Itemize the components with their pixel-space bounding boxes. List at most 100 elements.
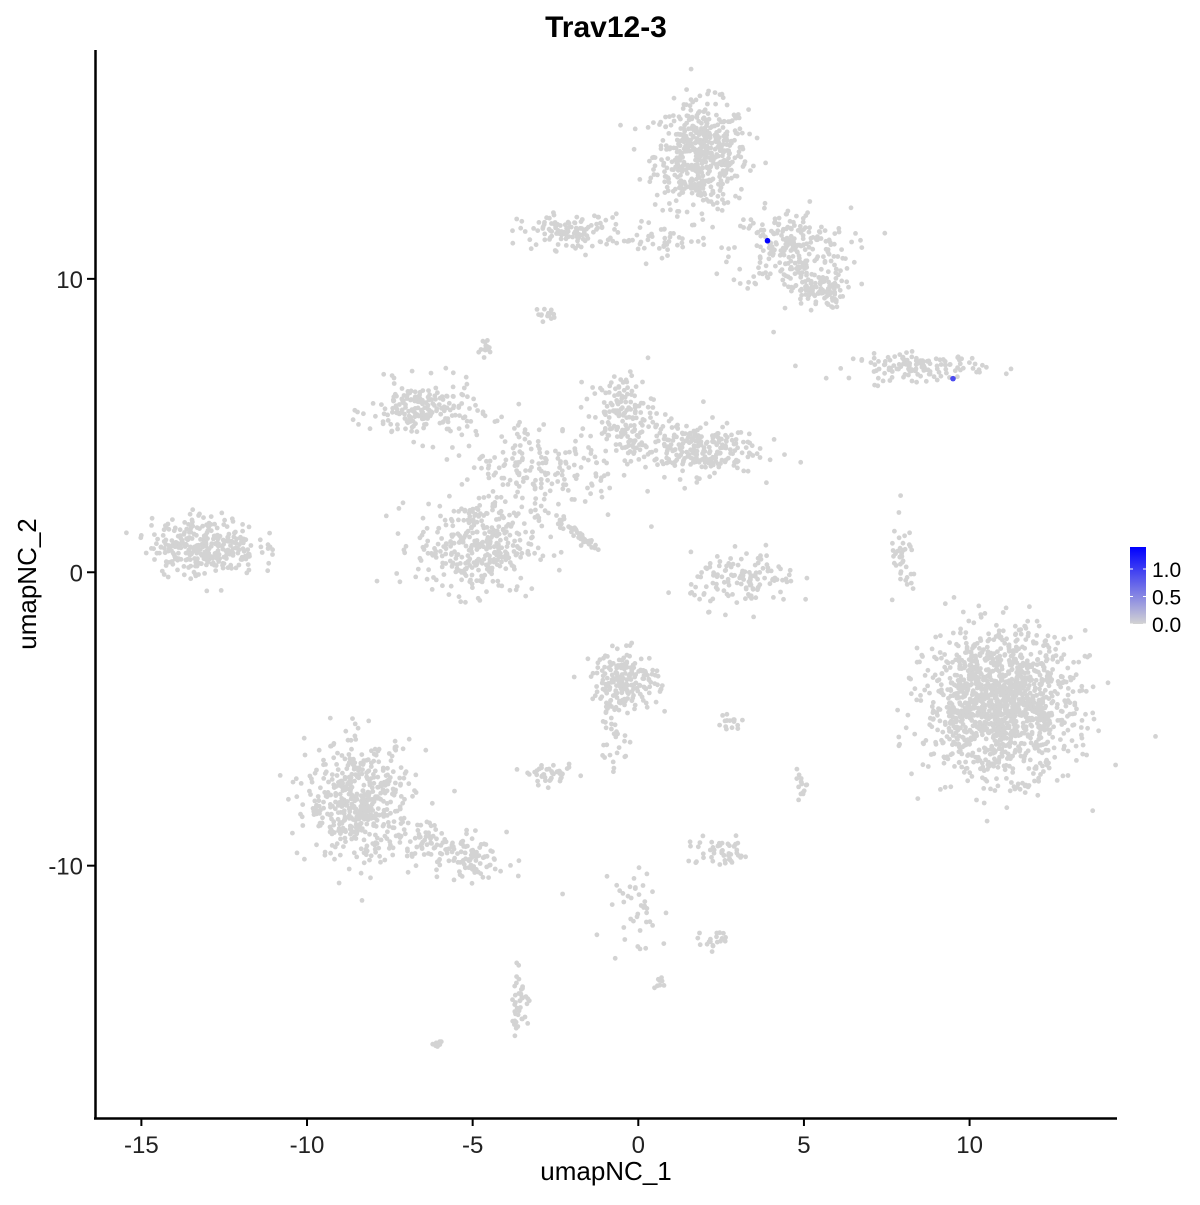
cell-point [622, 394, 628, 400]
cell-point [984, 818, 990, 824]
cell-point [995, 707, 1001, 713]
cell-point [719, 208, 725, 213]
cell-point [680, 461, 685, 467]
cell-point [601, 473, 607, 479]
cell-point [1024, 661, 1030, 667]
cell-point [514, 431, 520, 437]
cell-point [321, 799, 326, 805]
cell-point [1080, 751, 1086, 757]
cell-point [666, 131, 672, 136]
cell-point [726, 254, 731, 260]
cell-point [501, 554, 507, 560]
cell-point [997, 685, 1003, 691]
cell-point [771, 595, 776, 600]
cell-point [468, 419, 474, 424]
cell-point [688, 183, 694, 188]
cell-point [970, 366, 976, 371]
cell-point [757, 270, 762, 276]
cell-point [450, 370, 456, 376]
cell-point [1036, 733, 1042, 738]
cell-point [977, 719, 983, 725]
cell-point [213, 568, 219, 573]
cell-point [730, 592, 735, 597]
cell-point [413, 574, 419, 580]
cell-point [499, 414, 504, 420]
cell-point [981, 800, 987, 806]
cell-point [1012, 740, 1018, 746]
cell-point [617, 442, 623, 447]
cell-point [333, 799, 338, 805]
cell-point [935, 727, 940, 733]
cell-point [680, 244, 686, 250]
cell-point [429, 551, 434, 556]
cell-point [720, 181, 725, 187]
cell-point [631, 445, 636, 450]
cell-point [625, 434, 630, 439]
cell-point [656, 246, 662, 251]
cell-point [689, 190, 695, 196]
cell-point [412, 851, 418, 856]
cell-point [925, 667, 931, 673]
cell-point [286, 796, 291, 802]
cell-point [720, 153, 725, 159]
cell-point [391, 825, 397, 831]
cell-point [690, 147, 696, 153]
cell-point [850, 356, 856, 362]
cell-point [607, 485, 613, 491]
cell-point [927, 690, 932, 696]
cell-point [988, 728, 994, 734]
cell-point [695, 239, 701, 244]
cell-point [554, 231, 559, 236]
cell-point [710, 188, 716, 194]
cell-point [833, 297, 839, 303]
cell-point [897, 352, 903, 357]
cell-point [155, 536, 161, 542]
cell-point [623, 399, 629, 405]
cell-point [910, 586, 916, 591]
cell-point [652, 163, 658, 169]
cell-point [672, 172, 678, 178]
cell-point [383, 773, 389, 778]
cell-point [832, 262, 837, 268]
cell-point [789, 266, 795, 272]
cell-point [511, 451, 517, 456]
cell-point [1018, 701, 1024, 706]
cell-point [739, 186, 744, 192]
cell-point [871, 355, 877, 361]
cell-point [1034, 662, 1040, 668]
cell-point [1034, 692, 1039, 698]
cell-point [751, 220, 756, 226]
cell-point [1096, 728, 1101, 734]
cell-point [997, 737, 1003, 742]
cell-point [459, 554, 465, 560]
cell-point [977, 636, 983, 641]
cell-point [844, 279, 850, 285]
cell-point [389, 428, 395, 434]
cell-point [966, 702, 972, 707]
cell-point [817, 229, 823, 235]
cell-point [588, 491, 593, 497]
cell-point [143, 550, 149, 556]
cell-point [821, 254, 826, 260]
cell-point [663, 114, 668, 120]
cell-point [1000, 628, 1006, 634]
cell-point [1020, 711, 1026, 717]
cell-point [571, 462, 577, 468]
cell-point [411, 439, 417, 445]
cell-point [163, 563, 169, 568]
cell-point [502, 499, 508, 505]
cell-point [690, 202, 696, 208]
cell-point [518, 225, 524, 231]
cell-point [679, 190, 685, 196]
cell-point [212, 521, 218, 527]
cell-point [921, 741, 926, 747]
cell-point [828, 258, 834, 264]
cell-point [665, 156, 671, 162]
cell-point [488, 535, 494, 540]
cell-point [1021, 725, 1027, 731]
cell-point [429, 397, 434, 402]
cell-point [270, 552, 275, 557]
cell-point [942, 652, 947, 657]
cell-point [994, 776, 999, 782]
cell-point [352, 810, 358, 815]
